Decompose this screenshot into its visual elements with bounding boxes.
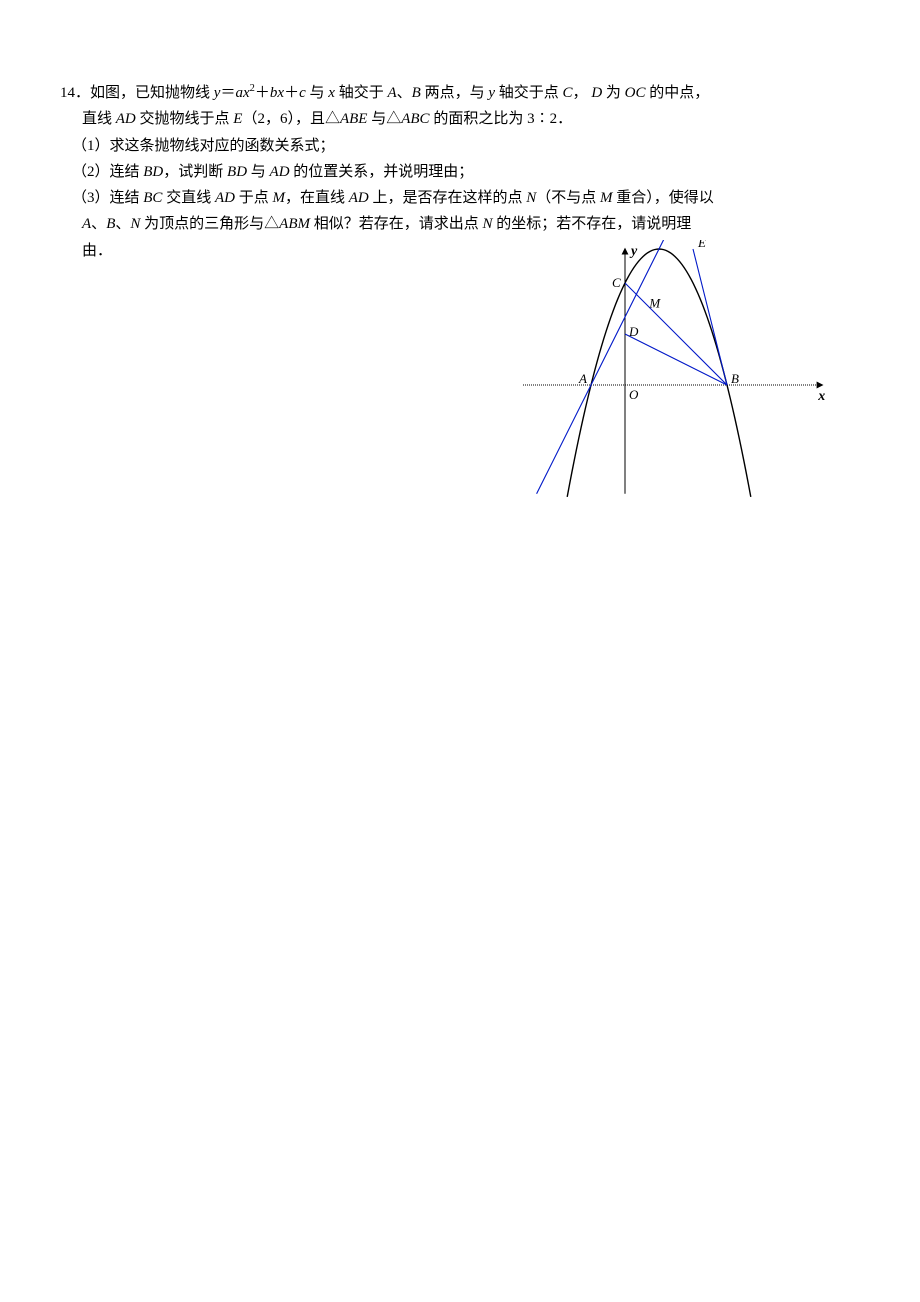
figure-svg: x y A B C D E M O: [510, 240, 840, 500]
svg-text:O: O: [629, 387, 639, 402]
problem-statement-line1: 14．如图，已知抛物线 y＝ax2＋bx＋c 与 x 轴交于 A、B 两点，与 …: [60, 80, 860, 106]
svg-text:M: M: [648, 295, 661, 310]
question-1: （1）求这条抛物线对应的函数关系式；: [60, 133, 860, 159]
question-2: （2）连结 BD，试判断 BD 与 AD 的位置关系，并说明理由；: [60, 159, 860, 185]
problem-statement-line2: 直线 AD 交抛物线于点 E（2，6），且△ABE 与△ABC 的面积之比为 3…: [60, 106, 860, 132]
question-3-line2: A、B、N 为顶点的三角形与△ABM 相似？若存在，请求出点 N 的坐标；若不存…: [60, 211, 860, 237]
problem-14: 14．如图，已知抛物线 y＝ax2＋bx＋c 与 x 轴交于 A、B 两点，与 …: [60, 80, 860, 264]
svg-text:D: D: [628, 324, 639, 339]
svg-text:A: A: [578, 371, 587, 386]
svg-text:C: C: [612, 275, 621, 290]
question-3-line1: （3）连结 BC 交直线 AD 于点 M，在直线 AD 上，是否存在这样的点 N…: [60, 185, 860, 211]
svg-text:x: x: [817, 389, 825, 404]
problem-number: 14．: [60, 85, 90, 101]
svg-text:B: B: [731, 371, 739, 386]
svg-text:E: E: [697, 240, 706, 250]
figure: x y A B C D E M O: [510, 240, 840, 500]
svg-text:y: y: [629, 244, 638, 259]
